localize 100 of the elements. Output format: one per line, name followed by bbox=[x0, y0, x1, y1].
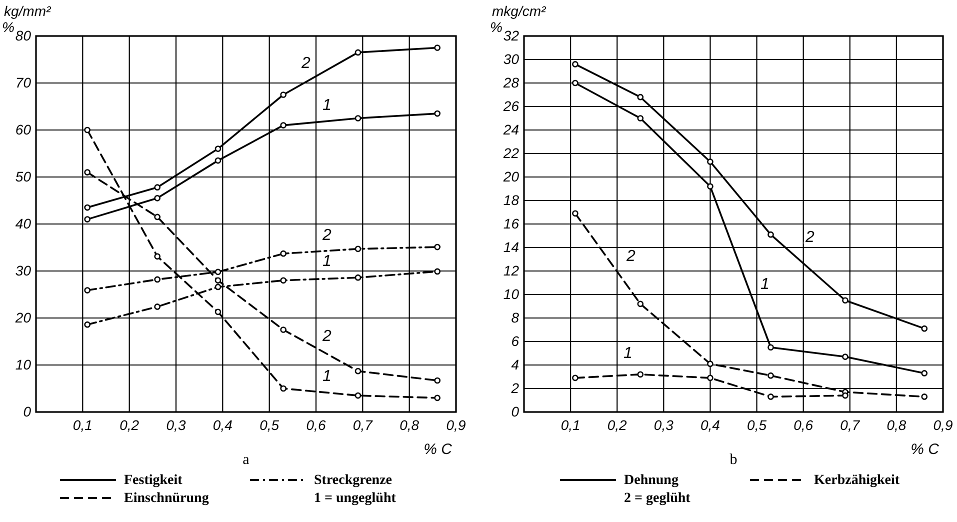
point bbox=[154, 276, 161, 283]
point bbox=[280, 250, 287, 257]
y-tick-label: 2 bbox=[510, 380, 520, 396]
x-tick-label: 0,7 bbox=[352, 416, 374, 433]
y-tick-label: 40 bbox=[15, 215, 32, 232]
point bbox=[154, 214, 161, 220]
x-tick-label: 0,9 bbox=[933, 416, 953, 433]
text: 1 = ungeglüht bbox=[314, 491, 396, 506]
point bbox=[637, 371, 644, 378]
point bbox=[354, 392, 362, 399]
x-tick-label: 0,4 bbox=[700, 416, 720, 433]
point bbox=[154, 304, 161, 310]
point bbox=[572, 374, 578, 382]
point bbox=[154, 194, 161, 202]
annotation: 1 bbox=[322, 97, 332, 114]
y-tick-label: 6 bbox=[511, 332, 520, 349]
point bbox=[434, 110, 441, 117]
y-tick-label: 24 bbox=[502, 121, 520, 138]
x-tick-label: 0,9 bbox=[446, 416, 466, 433]
point bbox=[354, 246, 362, 252]
annotation: 2 bbox=[300, 55, 311, 72]
point bbox=[214, 146, 222, 152]
y-tick-label: 30 bbox=[15, 262, 32, 278]
point bbox=[280, 385, 287, 392]
text: b bbox=[730, 452, 738, 468]
point bbox=[434, 244, 441, 250]
y-tick-label: 0 bbox=[511, 403, 520, 420]
y-tick-label: 10 bbox=[503, 286, 520, 302]
text: a bbox=[242, 452, 250, 468]
y-tick-label: 18 bbox=[503, 192, 520, 208]
annotation: 1 bbox=[624, 345, 632, 362]
annotation: 2 bbox=[626, 248, 636, 266]
point bbox=[637, 115, 644, 122]
point bbox=[637, 94, 644, 100]
point bbox=[84, 204, 91, 211]
point bbox=[214, 157, 222, 164]
y-tick-label: 70 bbox=[15, 74, 32, 90]
x-tick-label: 0,7 bbox=[840, 416, 861, 433]
y-tick-label: 20 bbox=[502, 168, 520, 184]
x-tick-label: 0,4 bbox=[212, 416, 233, 433]
annotation: 2 bbox=[322, 328, 332, 346]
text: 2 = geglüht bbox=[624, 491, 691, 506]
point bbox=[214, 277, 222, 284]
legend-label: Festigkeit bbox=[124, 473, 183, 488]
point bbox=[768, 372, 774, 379]
point bbox=[637, 300, 644, 308]
point bbox=[707, 360, 714, 367]
x-tick-label: 0,3 bbox=[166, 416, 186, 433]
point bbox=[707, 374, 714, 382]
point bbox=[768, 344, 774, 351]
point bbox=[842, 297, 848, 304]
point bbox=[434, 44, 441, 51]
y-tick-label: 26 bbox=[502, 98, 520, 114]
point bbox=[707, 183, 714, 190]
point bbox=[842, 392, 848, 399]
point bbox=[354, 274, 362, 281]
x-tick-label: 0,2 bbox=[607, 416, 628, 433]
y-tick-label: 14 bbox=[503, 238, 520, 255]
point bbox=[84, 169, 91, 176]
y-tick-label: 10 bbox=[15, 356, 32, 372]
y-tick-label: 22 bbox=[502, 144, 520, 161]
x-tick-label: 0,8 bbox=[400, 416, 420, 433]
point bbox=[921, 325, 928, 332]
y-tick-label: 30 bbox=[503, 50, 520, 67]
x-tick-label: 0,5 bbox=[747, 416, 767, 433]
point bbox=[280, 277, 287, 284]
point bbox=[707, 158, 714, 165]
point bbox=[84, 216, 91, 222]
point bbox=[434, 394, 441, 402]
y-tick-label: 12 bbox=[503, 262, 520, 278]
annotation: 1 bbox=[322, 368, 332, 386]
point bbox=[768, 231, 774, 238]
y-tick-label: 8 bbox=[511, 309, 520, 326]
point bbox=[434, 268, 441, 275]
legend-label: Dehnung bbox=[624, 473, 678, 488]
point bbox=[84, 126, 91, 134]
x-tick-label: 0,6 bbox=[794, 416, 814, 433]
y-tick-label: 20 bbox=[14, 309, 32, 326]
point bbox=[572, 61, 578, 68]
x-axis-title: % C bbox=[424, 441, 452, 458]
point bbox=[280, 122, 287, 128]
y-tick-label: 28 bbox=[502, 74, 520, 90]
x-tick-label: 0,8 bbox=[886, 416, 906, 433]
legend-label: Kerbzähigkeit bbox=[814, 473, 900, 488]
y-tick-label: 50 bbox=[15, 168, 32, 184]
x-tick-label: 0,1 bbox=[560, 416, 580, 433]
point bbox=[214, 268, 222, 276]
annotation: 2 bbox=[322, 227, 332, 244]
point bbox=[572, 80, 578, 86]
point bbox=[154, 253, 161, 260]
y-tick-label: 0 bbox=[23, 403, 32, 420]
point bbox=[84, 287, 91, 294]
legend-label: Einschnürung bbox=[124, 491, 209, 506]
x-axis-title: % C bbox=[910, 441, 940, 458]
point bbox=[768, 394, 774, 400]
annotation: 2 bbox=[804, 229, 815, 246]
point bbox=[434, 377, 441, 384]
x-tick-label: 0,2 bbox=[120, 416, 140, 433]
point bbox=[842, 354, 848, 360]
point bbox=[572, 210, 578, 217]
